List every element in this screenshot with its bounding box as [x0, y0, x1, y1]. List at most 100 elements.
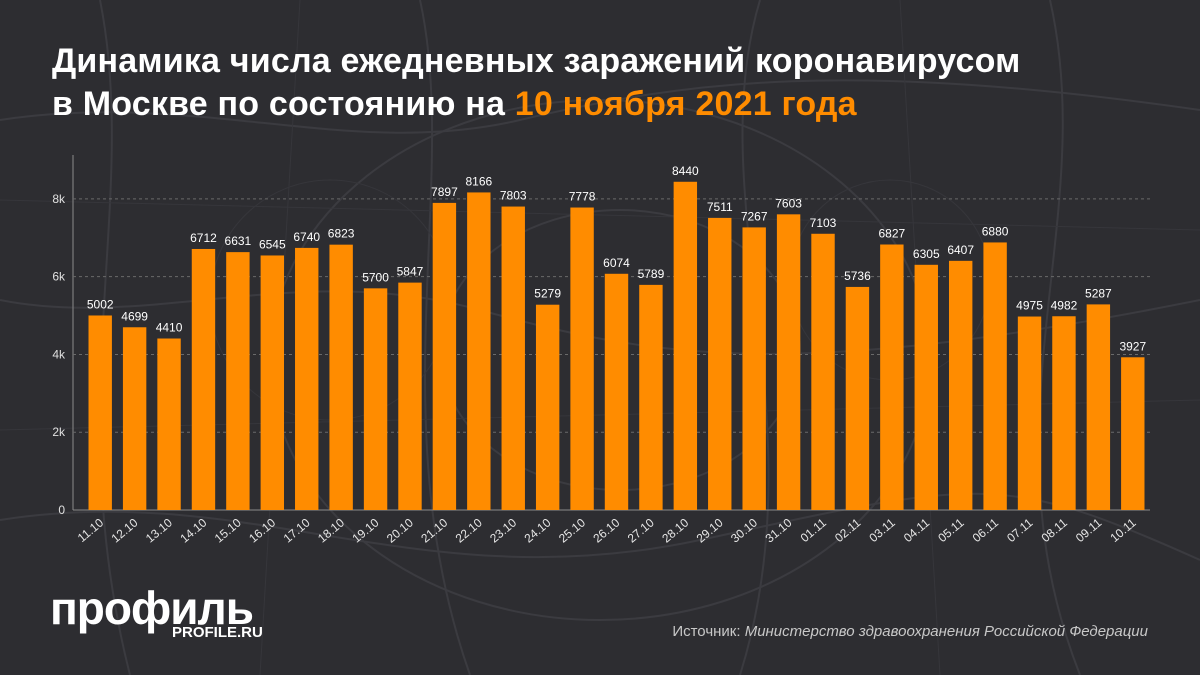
y-tick-label: 8k [52, 192, 66, 206]
y-tick-label: 4k [52, 347, 66, 361]
bar-value-label: 6631 [225, 234, 252, 248]
bar [811, 233, 835, 510]
title-line-2-prefix: в Москве по состоянию на [52, 85, 515, 123]
bar-value-label: 6074 [603, 256, 630, 270]
bar-value-label: 6407 [947, 243, 974, 257]
bar [845, 286, 870, 510]
x-tick-label: 12.10 [109, 515, 141, 545]
x-tick-label: 28.10 [659, 515, 691, 545]
bar-value-label: 8440 [672, 164, 699, 178]
bar [742, 227, 766, 510]
bar [708, 217, 732, 510]
source-note: Источник: Министерство здравоохранения Р… [672, 623, 1148, 641]
bar-value-label: 7778 [569, 190, 596, 204]
bar-value-label: 5789 [638, 267, 665, 281]
bar [639, 284, 663, 510]
bar [329, 244, 353, 510]
bar [501, 206, 525, 511]
x-tick-label: 09.11 [1073, 515, 1105, 545]
bar [914, 264, 938, 510]
bar [880, 244, 904, 510]
y-tick-label: 6k [52, 270, 66, 284]
bar-value-label: 7511 [707, 200, 733, 214]
bar [535, 304, 560, 510]
bar [260, 255, 285, 510]
bar [157, 338, 181, 510]
bar-value-label: 6305 [913, 247, 940, 261]
bar-value-label: 5847 [397, 265, 424, 279]
bar-value-label: 6545 [259, 237, 286, 251]
x-tick-label: 08.11 [1039, 515, 1071, 545]
bar-value-label: 4982 [1051, 298, 1078, 312]
bar-value-label: 5002 [87, 297, 114, 311]
bar-value-label: 7897 [431, 185, 458, 199]
bar [1086, 304, 1111, 510]
bar [604, 273, 629, 510]
bar [467, 192, 491, 510]
bar-value-label: 7267 [741, 209, 768, 223]
bar-value-label: 7803 [500, 189, 527, 203]
bar [1052, 316, 1076, 510]
bar-value-label: 7103 [810, 216, 837, 230]
x-tick-label: 02.11 [832, 515, 864, 545]
chart-title: Динамика числа ежедневных заражений коро… [52, 40, 1172, 126]
x-tick-label: 23.10 [487, 515, 519, 545]
x-tick-label: 20.10 [384, 515, 416, 545]
bar [948, 260, 973, 510]
bar [1121, 357, 1145, 510]
bar-value-label: 4410 [156, 321, 183, 335]
bar-value-label: 8166 [465, 174, 492, 188]
x-tick-label: 04.11 [901, 515, 933, 545]
x-tick-label: 03.11 [866, 515, 898, 545]
x-tick-label: 15.10 [212, 515, 244, 545]
bar [226, 252, 250, 510]
x-tick-label: 26.10 [590, 515, 622, 545]
bar-value-label: 6712 [190, 231, 217, 245]
title-date: 10 ноября 2021 года [514, 85, 857, 123]
x-tick-label: 25.10 [556, 515, 588, 545]
source-value: Министерство здравоохранения Российской … [744, 623, 1148, 640]
bar [88, 315, 112, 510]
bar-value-label: 5279 [534, 287, 561, 301]
bar [570, 207, 594, 510]
x-tick-label: 07.11 [1004, 515, 1036, 545]
bar [1017, 316, 1042, 510]
bar-value-label: 5736 [844, 269, 871, 283]
bar-value-label: 6823 [328, 227, 355, 241]
x-tick-label: 22.10 [453, 515, 485, 545]
x-tick-label: 19.10 [349, 515, 381, 545]
x-tick-label: 13.10 [143, 515, 175, 545]
bar [122, 327, 147, 510]
brand-site: PROFILE.RU [172, 624, 263, 641]
x-tick-label: 10.11 [1107, 515, 1139, 545]
bar [398, 282, 422, 510]
bar-value-label: 4975 [1016, 299, 1043, 313]
bar-value-label: 6880 [982, 224, 1009, 238]
x-tick-label: 21.10 [418, 515, 450, 545]
bar-value-label: 6740 [293, 230, 320, 244]
x-tick-label: 01.11 [798, 515, 830, 545]
x-tick-label: 24.10 [522, 515, 554, 545]
x-tick-label: 06.11 [970, 515, 1002, 545]
x-tick-label: 29.10 [694, 515, 726, 545]
x-tick-label: 11.10 [75, 515, 107, 545]
title-line-1: Динамика числа ежедневных заражений коро… [52, 42, 1021, 80]
x-tick-label: 05.11 [935, 515, 967, 545]
x-tick-label: 18.10 [315, 515, 347, 545]
brand-logo: профиль [50, 582, 254, 634]
bar [673, 181, 698, 510]
bar [363, 288, 388, 510]
x-tick-label: 16.10 [246, 515, 278, 545]
bar [983, 242, 1007, 510]
x-tick-label: 27.10 [625, 515, 657, 545]
title-line-2: в Москве по состоянию на 10 ноября 2021 … [52, 83, 1172, 126]
bar [295, 247, 319, 510]
x-tick-label: 31.10 [763, 515, 795, 545]
bar-value-label: 6827 [879, 227, 906, 241]
source-label: Источник: [672, 623, 745, 640]
bar-value-label: 7603 [775, 196, 802, 210]
x-tick-label: 30.10 [728, 515, 760, 545]
x-tick-label: 14.10 [177, 515, 209, 545]
y-tick-label: 0 [58, 503, 65, 517]
